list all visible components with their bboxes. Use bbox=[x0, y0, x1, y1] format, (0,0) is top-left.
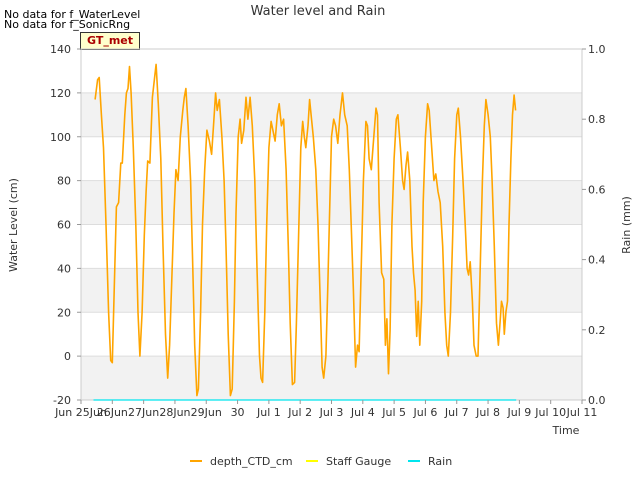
y-tick-label: 80 bbox=[57, 175, 71, 188]
y-tick-label: 0 bbox=[64, 350, 71, 363]
x-tick-label: 28Jun bbox=[159, 406, 190, 419]
x-tick-label: Jul 6 bbox=[413, 406, 438, 419]
x-axis-label: Time bbox=[552, 424, 580, 437]
background-band bbox=[81, 180, 582, 225]
y-tick-label: 20 bbox=[57, 306, 71, 319]
y2-tick-label: 0.8 bbox=[588, 113, 606, 126]
background-band bbox=[81, 92, 582, 137]
x-tick-label: Jul 3 bbox=[319, 406, 344, 419]
y2-tick-label: 0.2 bbox=[588, 324, 606, 337]
y-tick-label: 100 bbox=[50, 131, 71, 144]
x-tick-label: 30 bbox=[231, 406, 245, 419]
y-tick-label: 120 bbox=[50, 87, 71, 100]
x-tick-label: 29Jun bbox=[191, 406, 222, 419]
y-tick-label: 40 bbox=[57, 262, 71, 275]
series-layer bbox=[93, 63, 517, 401]
x-tick-label: Jul 11 bbox=[566, 406, 598, 419]
legend-label: Rain bbox=[428, 455, 452, 468]
background-band bbox=[81, 356, 582, 400]
x-tick-label: Jul 10 bbox=[534, 406, 566, 419]
x-tick-label: Jul 5 bbox=[381, 406, 406, 419]
legend-label: Staff Gauge bbox=[326, 455, 391, 468]
y-axis-label: Water Level (cm) bbox=[7, 178, 20, 272]
x-tick-label: 27Jun bbox=[128, 406, 159, 419]
chart-title: Water level and Rain bbox=[251, 4, 386, 19]
legend-label: depth_CTD_cm bbox=[210, 455, 293, 468]
axes: -20 0 20 40 60 80 100 120 140 0.0 0.2 0.4 0.6 0.8 1.0 J… bbox=[50, 43, 606, 419]
y-tick-label: 60 bbox=[57, 219, 71, 232]
background-bands bbox=[81, 92, 582, 400]
no-data-note-sonicrng: No data for f_SonicRng bbox=[4, 18, 131, 31]
y2-tick-label: 0.6 bbox=[588, 183, 606, 196]
x-tick-label: Jul 2 bbox=[287, 406, 312, 419]
x-tick-label: Jul 7 bbox=[444, 406, 469, 419]
x-tick-label: Jul 9 bbox=[506, 406, 531, 419]
series-line-depth-ctd-cm bbox=[94, 63, 517, 397]
y2-tick-label: 0.0 bbox=[588, 394, 606, 407]
y2-axis-label: Rain (mm) bbox=[620, 196, 633, 254]
y2-tick-label: 1.0 bbox=[588, 43, 606, 56]
x-tick-label: Jul 1 bbox=[256, 406, 281, 419]
x-tick-label: Jul 4 bbox=[350, 406, 375, 419]
no-data-note-waterlevel: No data for f_WaterLevel bbox=[4, 8, 141, 21]
x-tick-label: 26Jun bbox=[97, 406, 128, 419]
x-tick-label: Jun 25Jun bbox=[54, 406, 107, 419]
y-tick-label: 140 bbox=[50, 43, 71, 56]
x-tick-label: Jul 8 bbox=[475, 406, 500, 419]
y2-tick-label: 0.4 bbox=[588, 254, 606, 267]
legend: depth_CTD_cm Staff Gauge Rain bbox=[190, 455, 452, 468]
y-tick-label: -20 bbox=[53, 394, 71, 407]
